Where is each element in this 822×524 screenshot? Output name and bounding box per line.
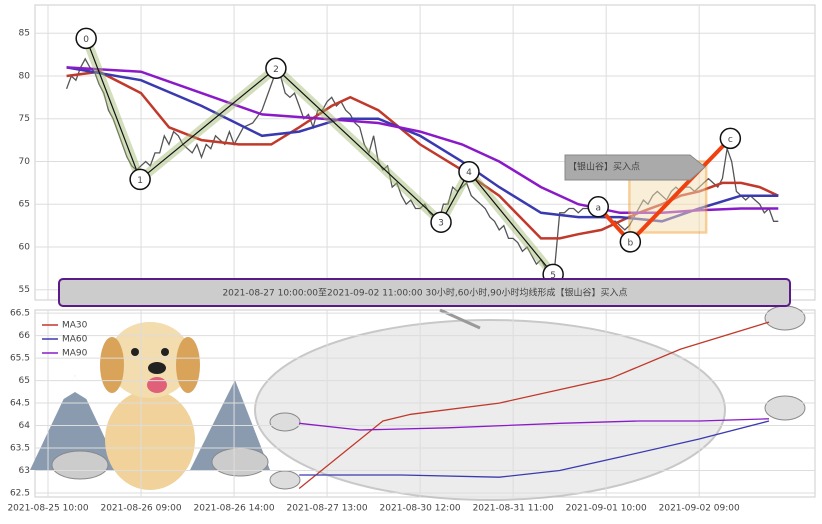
y-tick-label: 64.5	[10, 399, 30, 409]
ingot	[51, 450, 109, 480]
wave-label: a	[595, 203, 601, 213]
x-tick-label: 2021-08-31 11:00	[473, 504, 554, 514]
legend-label: MA30	[62, 321, 88, 331]
wave-marker	[129, 168, 151, 191]
wave-line	[85, 38, 554, 275]
wave-label: b	[627, 238, 633, 248]
ingot	[269, 470, 301, 490]
dog-ear	[176, 337, 200, 393]
line	[299, 418, 770, 431]
wave-label: c	[728, 135, 733, 145]
panel: 62.5 63 63.5 64 64.5 65 65.5 66 66.5 2021-08-25 1…	[7, 309, 815, 514]
x-tick-label: 2021-09-02 09:00	[659, 504, 740, 514]
line	[298, 321, 770, 490]
tag-text: 【银山谷】买入点	[568, 161, 640, 173]
ingot	[764, 305, 806, 331]
wave-marker	[75, 27, 97, 50]
dog-ear	[100, 337, 124, 393]
wave-marker	[430, 211, 452, 233]
y-tick-label: 66	[19, 331, 31, 341]
banner-text: 2021-08-27 10:00:00至2021-09-02 11:00:00 …	[222, 287, 627, 299]
dog-eye	[161, 348, 169, 356]
wave-label: 4	[466, 168, 472, 178]
y-tick-label: 65	[19, 376, 30, 386]
wave-marker	[458, 160, 480, 183]
x-tick-label: 2021-09-01 10:00	[566, 504, 647, 514]
y-tick-label: 80	[19, 71, 31, 81]
decoration	[30, 305, 806, 501]
wave-marker	[619, 231, 642, 253]
dog-tongue	[147, 377, 167, 393]
x-tick-label: 2021-08-26 09:00	[100, 504, 181, 514]
top-frame	[34, 4, 816, 301]
y-tick-label: 55	[19, 285, 30, 295]
wave-marker	[265, 57, 287, 80]
y-tick-label: 65.5	[10, 354, 30, 364]
x-tick-label: 2021-08-27 13:00	[287, 504, 368, 514]
y-tick-label: 63	[19, 466, 30, 476]
tag-box	[564, 154, 706, 181]
dog-nose	[148, 362, 166, 374]
y-tick-label: 75	[19, 114, 30, 124]
x-tick-label: 2021-08-25 10:00	[7, 504, 88, 514]
dog-body	[105, 390, 195, 490]
ingot	[211, 447, 269, 477]
y-tick-label: 64	[19, 421, 31, 431]
wave-marker	[587, 196, 610, 218]
ingot	[269, 412, 301, 432]
wave-label: 2	[273, 65, 279, 75]
wave-marker	[719, 127, 742, 150]
x-tick-label: 2021-08-26 14:00	[194, 504, 275, 514]
y-tick-label: 70	[19, 157, 31, 167]
mountain	[30, 375, 120, 470]
wave-label: 5	[550, 271, 556, 281]
dog-head	[108, 322, 192, 398]
wave-label: 3	[438, 219, 444, 229]
legend-label: MA60	[62, 335, 88, 345]
line	[299, 420, 770, 478]
dog-eye	[131, 348, 139, 356]
wave-label: 0	[83, 35, 89, 45]
y-tick-label: 63.5	[10, 444, 30, 454]
y-tick-label: 60	[19, 242, 31, 252]
ingot	[764, 395, 806, 421]
legend-label: MA90	[62, 349, 88, 359]
x-tick-label: 2021-08-30 12:00	[380, 504, 461, 514]
y-tick-label: 65	[19, 200, 30, 210]
banner-box	[58, 278, 791, 307]
y-tick-label: 62.5	[10, 488, 30, 498]
wave-label: 1	[137, 176, 143, 186]
mountain	[190, 380, 270, 470]
y-tick-label: 85	[19, 29, 30, 39]
snow	[62, 375, 88, 400]
y-tick-label: 66.5	[10, 309, 30, 319]
ellipse	[254, 319, 726, 501]
